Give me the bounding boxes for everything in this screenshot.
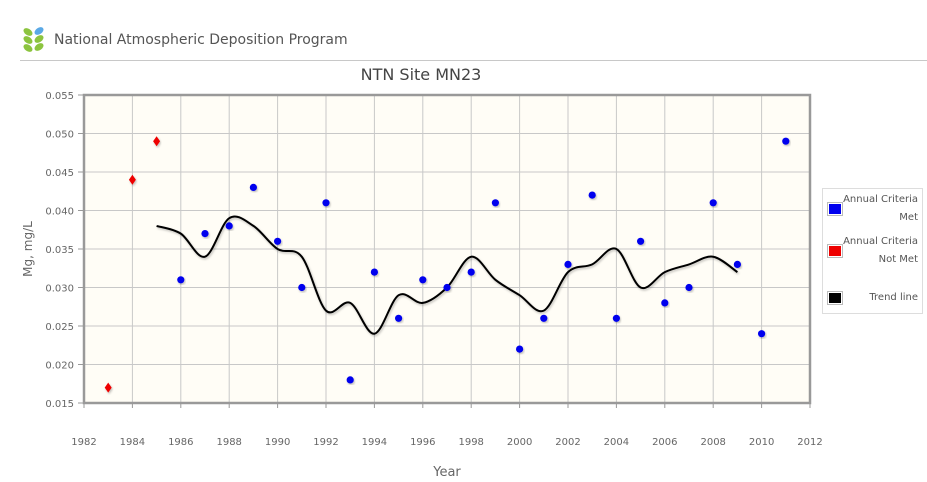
nadp-leaf-logo-icon (23, 27, 44, 52)
x-tick-label: 2004 (604, 437, 629, 448)
x-tick-label: 2000 (507, 437, 532, 448)
org-name: National Atmospheric Deposition Program (54, 32, 348, 48)
x-tick-label: 2012 (797, 437, 822, 448)
criteria-met-point[interactable] (177, 276, 185, 284)
legend-label: Trend line (869, 292, 918, 303)
points-layer (104, 136, 790, 393)
x-tick-label: 2006 (652, 437, 677, 448)
criteria-met-point[interactable] (419, 276, 427, 284)
criteria-met-point[interactable] (249, 183, 257, 191)
criteria-met-point[interactable] (782, 137, 790, 145)
x-axis-label: Year (432, 465, 461, 480)
criteria-met-point[interactable] (298, 283, 306, 292)
criteria-met-point[interactable] (370, 268, 378, 276)
criteria-met-point[interactable] (540, 314, 548, 322)
legend-item-criteria-met[interactable]: Annual Criteria Met (823, 191, 922, 227)
x-tick-label: 1986 (168, 437, 193, 448)
criteria-met-point[interactable] (637, 237, 645, 245)
site-header: National Atmospheric Deposition Program (22, 24, 348, 56)
criteria-not-met-point[interactable] (128, 174, 136, 185)
y-tick-labels: 0.015 0.020 0.025 0.030 0.035 0.040 0.045 0.050… (45, 91, 84, 410)
x-tick-label: 2008 (700, 437, 725, 448)
criteria-met-point[interactable] (395, 314, 403, 322)
x-tick-label: 1994 (362, 437, 387, 448)
legend-label: Annual Criteria Met (843, 194, 918, 223)
x-tick-label: 1988 (216, 437, 241, 448)
header-divider (20, 60, 927, 61)
legend-label: Annual Criteria Not Met (843, 236, 918, 265)
criteria-met-point[interactable] (346, 376, 354, 384)
x-tick-label: 1982 (71, 437, 96, 448)
criteria-met-point[interactable] (758, 330, 766, 338)
x-tick-label: 2010 (749, 437, 774, 448)
y-axis-label: Mg, mg/L (21, 221, 35, 277)
criteria-met-point[interactable] (516, 345, 524, 353)
criteria-met-point[interactable] (612, 314, 621, 322)
criteria-met-point[interactable] (467, 268, 475, 276)
x-tick-label: 1984 (120, 437, 145, 448)
y-tick-label: 0.030 (45, 284, 74, 295)
y-tick-label: 0.045 (45, 168, 74, 179)
x-tick-label: 1998 (458, 437, 483, 448)
y-tick-label: 0.055 (45, 91, 74, 102)
x-tick-label: 1996 (410, 437, 435, 448)
legend-item-criteria-not-met[interactable]: Annual Criteria Not Met (823, 233, 922, 269)
legend-item-trend-line[interactable]: Trend line (823, 289, 922, 307)
criteria-met-point[interactable] (322, 199, 330, 207)
criteria-met-point[interactable] (709, 199, 717, 207)
legend-swatch-red (827, 244, 843, 258)
y-tick-label: 0.025 (45, 322, 74, 333)
criteria-met-point[interactable] (733, 260, 742, 268)
legend: Annual Criteria Met Annual Criteria Not … (822, 188, 923, 314)
legend-swatch-black (827, 291, 843, 305)
legend-swatch-blue (827, 202, 843, 216)
criteria-not-met-point[interactable] (153, 136, 161, 147)
criteria-not-met-point[interactable] (104, 382, 112, 393)
y-tick-label: 0.040 (45, 207, 74, 218)
criteria-met-point[interactable] (225, 222, 233, 230)
criteria-met-point[interactable] (661, 299, 669, 307)
x-tick-label: 1990 (265, 437, 290, 448)
y-tick-label: 0.015 (45, 399, 74, 410)
y-tick-label: 0.050 (45, 130, 74, 141)
x-tick-label: 1992 (313, 437, 338, 448)
y-tick-label: 0.035 (45, 245, 74, 256)
criteria-met-point[interactable] (685, 283, 693, 292)
y-tick-label: 0.020 (45, 361, 74, 372)
chart-title: NTN Site MN23 (361, 65, 482, 84)
criteria-met-point[interactable] (274, 237, 282, 245)
criteria-met-point[interactable] (588, 191, 596, 199)
criteria-met-point[interactable] (201, 230, 209, 238)
criteria-met-point[interactable] (443, 283, 451, 292)
x-tick-label: 2002 (555, 437, 580, 448)
x-tick-labels: 1982 1984 1986 1988 1990 1992 1994 1996 1998 2000… (71, 403, 823, 448)
criteria-met-point[interactable] (491, 199, 499, 207)
criteria-met-point[interactable] (564, 260, 572, 268)
